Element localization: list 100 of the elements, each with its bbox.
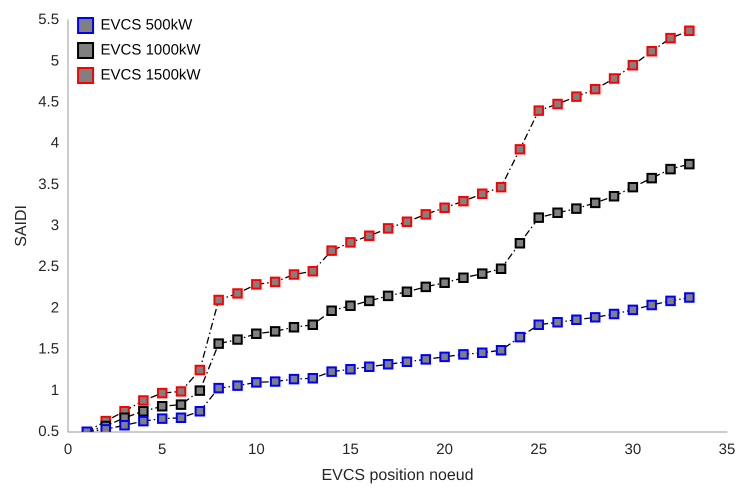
- point: [251, 328, 262, 340]
- x-tick-label: 10: [248, 440, 265, 458]
- x-tick-label: 0: [64, 440, 72, 458]
- point: [665, 296, 676, 306]
- y-tick-label: 4: [50, 134, 60, 152]
- point: [684, 158, 695, 170]
- point: [288, 322, 300, 332]
- point: [138, 395, 149, 406]
- legend-label: EVCS 1500kW: [100, 66, 202, 84]
- legend-label: EVCS 1000kW: [100, 42, 202, 59]
- y-tick-label: 5.5: [38, 11, 60, 28]
- y-axis-title: SAIDI: [13, 205, 30, 247]
- point: [533, 105, 544, 116]
- point: [420, 209, 432, 220]
- point: [439, 277, 450, 288]
- x-tick-label: 15: [342, 440, 359, 458]
- point: [496, 263, 506, 274]
- x-tick-label: 20: [436, 440, 453, 458]
- point: [213, 338, 224, 349]
- point: [194, 385, 206, 396]
- y-tick-label: 2.5: [38, 258, 60, 276]
- point: [232, 380, 243, 391]
- point: [270, 326, 280, 337]
- y-tick-label: 0.5: [38, 422, 60, 440]
- point: [382, 290, 394, 302]
- x-tick-label: 35: [718, 440, 736, 458]
- point: [364, 361, 375, 372]
- point: [364, 296, 375, 306]
- y-tick-label: 2: [50, 299, 60, 316]
- point: [345, 364, 356, 374]
- point: [326, 305, 337, 316]
- point: [232, 288, 243, 299]
- x-tick-label: 30: [624, 440, 642, 458]
- point: [684, 292, 695, 303]
- point: [646, 300, 657, 310]
- point: [382, 223, 394, 234]
- point: [571, 203, 582, 214]
- point: [232, 334, 243, 345]
- point: [665, 164, 676, 174]
- point: [194, 364, 206, 376]
- point: [496, 345, 506, 356]
- point: [402, 216, 412, 228]
- point: [665, 32, 676, 44]
- point: [628, 182, 638, 192]
- point: [590, 84, 600, 94]
- point: [514, 332, 526, 342]
- point: [326, 366, 337, 377]
- point: [533, 212, 544, 223]
- point: [628, 60, 638, 71]
- x-tick-label: 25: [530, 440, 548, 458]
- point: [458, 349, 469, 360]
- point: [590, 312, 600, 323]
- point: [156, 413, 168, 424]
- point: [496, 182, 506, 192]
- point: [439, 352, 450, 362]
- y-tick-label: 4.5: [38, 94, 60, 110]
- y-tick-label: 5: [50, 52, 60, 70]
- point: [308, 266, 318, 276]
- point: [514, 238, 526, 248]
- y-tick-label: 1: [50, 382, 60, 399]
- point: [684, 25, 695, 36]
- point: [308, 373, 318, 384]
- y-tick-label: 3: [50, 217, 60, 234]
- point: [345, 237, 356, 248]
- point: [345, 300, 356, 312]
- point: [382, 359, 394, 370]
- point: [364, 230, 375, 242]
- point: [477, 268, 488, 279]
- point: [326, 245, 337, 256]
- point: [156, 388, 168, 398]
- point: [608, 73, 620, 84]
- point: [458, 196, 469, 206]
- point: [251, 377, 262, 388]
- point: [533, 319, 544, 330]
- point: [138, 406, 149, 416]
- point: [288, 269, 300, 280]
- point: [608, 308, 620, 320]
- point: [251, 279, 262, 290]
- point: [138, 416, 149, 426]
- y-tick-label: 3.5: [38, 176, 60, 193]
- point: [628, 304, 638, 316]
- point: [213, 382, 224, 394]
- point: [646, 172, 657, 184]
- point: [439, 202, 450, 214]
- point: [194, 406, 206, 416]
- point: [590, 198, 600, 208]
- point: [420, 354, 432, 365]
- point: [402, 286, 412, 298]
- legend-label: EVCS 500kW: [100, 16, 194, 34]
- point: [458, 272, 469, 284]
- point: [514, 144, 526, 155]
- point: [420, 282, 432, 292]
- point: [552, 207, 563, 218]
- point: [571, 314, 582, 326]
- point: [402, 356, 412, 368]
- point: [477, 347, 488, 358]
- point: [308, 319, 318, 330]
- point: [176, 412, 186, 424]
- point: [288, 374, 300, 384]
- x-tick-label: 5: [158, 440, 166, 458]
